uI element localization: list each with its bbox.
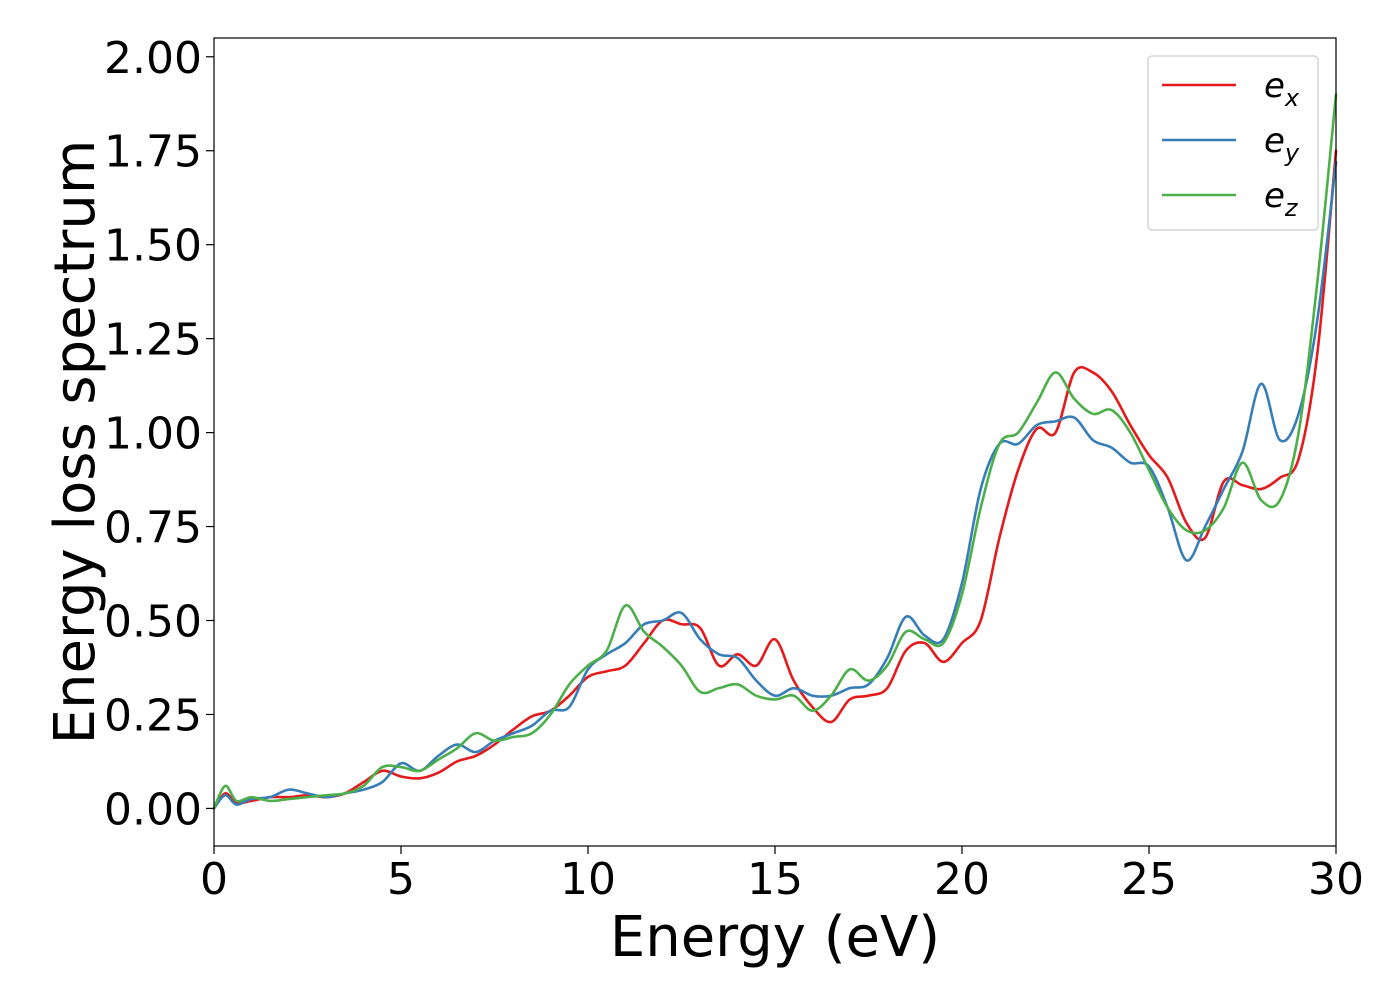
y-tick-label: 0.50 — [104, 597, 202, 648]
y-tick-label: 2.00 — [104, 33, 202, 84]
x-tick-label: 10 — [560, 854, 616, 905]
legend-box — [1147, 55, 1319, 231]
x-tick-label: 20 — [934, 854, 990, 905]
x-axis-ticks: 0 5 10 15 20 25 30 — [200, 846, 1364, 905]
x-tick-label: 25 — [1121, 854, 1177, 905]
y-tick-label: 0.75 — [104, 503, 202, 554]
legend-label-z: ez — [1264, 176, 1299, 222]
y-tick-label: 1.75 — [104, 127, 202, 178]
series-line-y — [212, 160, 1338, 810]
y-tick-label: 1.25 — [104, 315, 202, 366]
series-layer — [212, 93, 1338, 810]
x-tick-label: 30 — [1308, 854, 1364, 905]
series-line-x — [212, 149, 1338, 810]
y-tick-label: 0.25 — [104, 690, 202, 741]
legend-label-y: ey — [1264, 121, 1300, 167]
y-tick-label: 1.50 — [104, 221, 202, 272]
y-tick-label: 0.00 — [104, 784, 202, 835]
x-tick-label: 5 — [387, 854, 415, 905]
y-axis-label: Energy loss spectrum — [43, 140, 108, 745]
legend-label-x: ex — [1264, 66, 1300, 112]
x-axis-label: Energy (eV) — [610, 905, 940, 970]
series-line-z — [212, 93, 1338, 810]
x-tick-label: 15 — [747, 854, 803, 905]
y-axis-ticks: 0.00 0.25 0.50 0.75 1.00 1.25 1.50 1.75 2.00 — [104, 33, 214, 835]
y-tick-label: 1.00 — [104, 409, 202, 460]
legend: ex ey ez — [1147, 55, 1319, 231]
x-tick-label: 0 — [200, 854, 228, 905]
